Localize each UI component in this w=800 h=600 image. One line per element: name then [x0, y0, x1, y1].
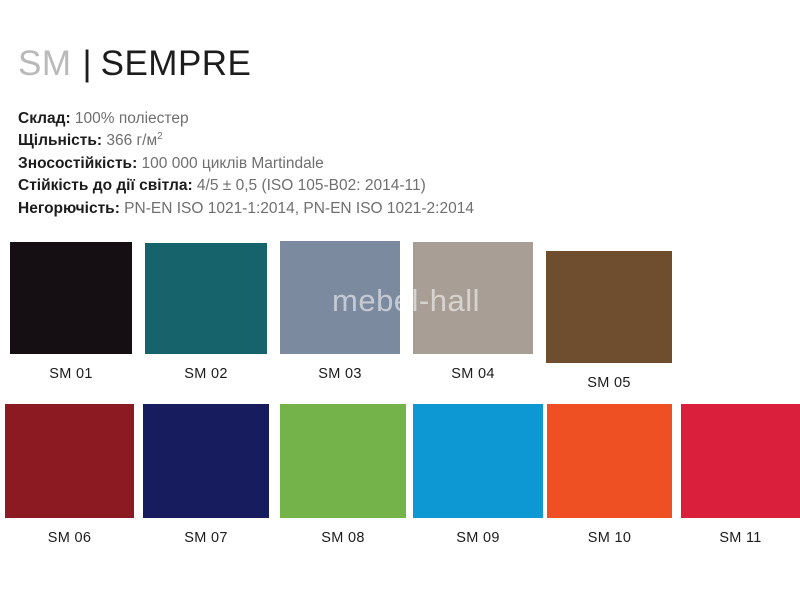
swatch-label: SM 08 [321, 530, 365, 546]
spec-value: PN-EN ISO 1021-1:2014, PN-EN ISO 1021-2:… [119, 199, 474, 217]
swatch-cell[interactable]: SM 09 [413, 398, 543, 546]
swatch-label: SM 10 [587, 530, 632, 546]
swatch-row-1: SM 01 SM 02 SM 03 SM 04 SM 05 [0, 240, 800, 391]
spec-label: Негорючість: [18, 199, 120, 217]
swatch-colour-chip[interactable] [10, 242, 132, 354]
spec-row: Негорючість: PN-EN ISO 1021-1:2014, PN-E… [18, 198, 778, 220]
swatch-cell[interactable]: SM 03 [280, 240, 400, 382]
spec-row: Стійкість до дії світла: 4/5 ± 0,5 (ISO … [18, 175, 778, 197]
swatch-label: SM 07 [184, 530, 228, 546]
spec-label: Склад: [18, 110, 71, 127]
spec-row: Щільність: 366 г/м2 [18, 130, 778, 152]
swatch-colour-chip[interactable] [547, 404, 672, 518]
swatch-colour-chip[interactable] [413, 404, 543, 518]
swatch-label: SM 06 [47, 530, 92, 546]
swatch-colour-chip[interactable] [280, 404, 406, 518]
swatch-cell[interactable]: SM 05 [546, 240, 672, 391]
page-title: SM | SEMPRE [18, 44, 251, 84]
swatch-label: SM 04 [451, 366, 495, 382]
swatch-label: SM 05 [587, 375, 631, 391]
spec-value-superscript: 2 [157, 131, 163, 143]
swatch-colour-chip[interactable] [546, 251, 672, 363]
spec-label: Стійкість до дії світла: [18, 177, 193, 195]
swatch-cell[interactable]: SM 11 [681, 398, 800, 546]
spec-value: 100 000 циклів Martindale [137, 154, 324, 172]
spec-value: 366 г/м2 [102, 131, 163, 150]
swatch-label: SM 03 [318, 366, 362, 382]
swatch-label: SM 02 [184, 366, 228, 382]
swatch-cell[interactable]: SM 08 [280, 398, 406, 546]
spec-label: Щільність: [18, 132, 103, 150]
swatch-label: SM 01 [49, 366, 93, 382]
swatch-colour-chip[interactable] [280, 241, 400, 354]
swatch-label: SM 09 [456, 530, 500, 546]
swatch-cell[interactable]: SM 02 [145, 240, 267, 382]
specification-list: Склад: 100% поліестер Щільність: 366 г/м2… [18, 108, 778, 220]
swatch-colour-chip[interactable] [413, 242, 533, 354]
spec-value: 100% поліестер [70, 110, 189, 127]
spec-value: 4/5 ± 0,5 (ISO 105-B02: 2014-11) [192, 177, 426, 195]
swatch-cell[interactable]: SM 06 [5, 398, 134, 546]
swatch-cell[interactable]: SM 04 [413, 240, 533, 382]
spec-row: Зносостійкість: 100 000 циклів Martindal… [18, 153, 778, 175]
title-separator: | [82, 44, 92, 83]
swatch-label: SM 11 [719, 530, 762, 546]
spec-row: Склад: 100% поліестер [18, 108, 778, 130]
swatch-colour-chip[interactable] [681, 404, 800, 518]
title-collection-code: SM [18, 44, 72, 83]
swatch-colour-chip[interactable] [145, 243, 267, 354]
title-collection-name: SEMPRE [100, 44, 252, 83]
swatch-cell[interactable]: SM 10 [547, 398, 672, 546]
swatch-cell[interactable]: SM 07 [143, 398, 269, 546]
swatch-colour-chip[interactable] [5, 404, 134, 518]
swatch-colour-chip[interactable] [143, 404, 269, 518]
swatch-row-2: SM 06 SM 07 SM 08 SM 09 SM 10 SM 11 [0, 398, 800, 553]
spec-label: Зносостійкість: [18, 154, 138, 172]
swatch-cell[interactable]: SM 01 [10, 240, 132, 382]
